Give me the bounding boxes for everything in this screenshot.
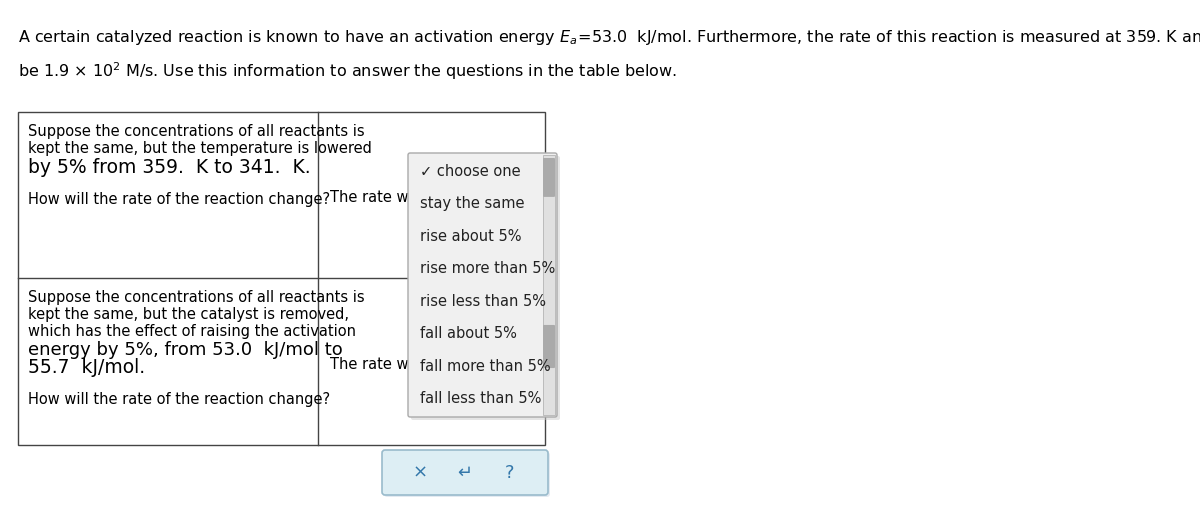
- FancyBboxPatch shape: [542, 158, 554, 197]
- Text: rise less than 5%: rise less than 5%: [420, 294, 546, 309]
- Bar: [542, 155, 554, 415]
- Text: rise about 5%: rise about 5%: [420, 229, 522, 244]
- Text: energy by 5%, from 53.0  kJ/mol to: energy by 5%, from 53.0 kJ/mol to: [28, 341, 343, 359]
- Text: fall more than 5%: fall more than 5%: [420, 359, 551, 374]
- Text: fall less than 5%: fall less than 5%: [420, 391, 541, 406]
- Text: rise more than 5%: rise more than 5%: [420, 261, 556, 276]
- Text: fall about 5%: fall about 5%: [420, 326, 517, 341]
- FancyBboxPatch shape: [542, 325, 554, 368]
- FancyBboxPatch shape: [408, 153, 557, 417]
- Text: ×: ×: [413, 464, 427, 481]
- Text: be 1.9 $\times$ 10$^2$ M/s. Use this information to answer the questions in the : be 1.9 $\times$ 10$^2$ M/s. Use this inf…: [18, 60, 677, 82]
- Text: kept the same, but the temperature is lowered: kept the same, but the temperature is lo…: [28, 141, 372, 156]
- Text: The rate will: The rate will: [330, 190, 421, 205]
- Text: by 5% from 359.  K to 341.  K.: by 5% from 359. K to 341. K.: [28, 158, 311, 177]
- Text: A certain catalyzed reaction is known to have an activation energy $E_a\!=\!53.0: A certain catalyzed reaction is known to…: [18, 28, 1200, 47]
- FancyBboxPatch shape: [410, 156, 560, 420]
- FancyBboxPatch shape: [384, 452, 550, 497]
- Text: ✓ choose one: ✓ choose one: [420, 164, 521, 179]
- Text: 55.7  kJ/mol.: 55.7 kJ/mol.: [28, 358, 145, 377]
- Text: ?: ?: [505, 464, 515, 481]
- FancyBboxPatch shape: [382, 450, 548, 495]
- Text: stay the same: stay the same: [420, 196, 524, 211]
- Text: Suppose the concentrations of all reactants is: Suppose the concentrations of all reacta…: [28, 290, 365, 305]
- Text: which has the effect of raising the activation: which has the effect of raising the acti…: [28, 324, 356, 339]
- Text: The rate will: The rate will: [330, 357, 421, 373]
- Text: How will the rate of the reaction change?: How will the rate of the reaction change…: [28, 192, 330, 207]
- Bar: [18, 112, 545, 445]
- Text: How will the rate of the reaction change?: How will the rate of the reaction change…: [28, 392, 330, 407]
- Text: ↵: ↵: [457, 464, 473, 481]
- Text: Suppose the concentrations of all reactants is: Suppose the concentrations of all reacta…: [28, 124, 365, 139]
- Text: kept the same, but the catalyst is removed,: kept the same, but the catalyst is remov…: [28, 307, 349, 322]
